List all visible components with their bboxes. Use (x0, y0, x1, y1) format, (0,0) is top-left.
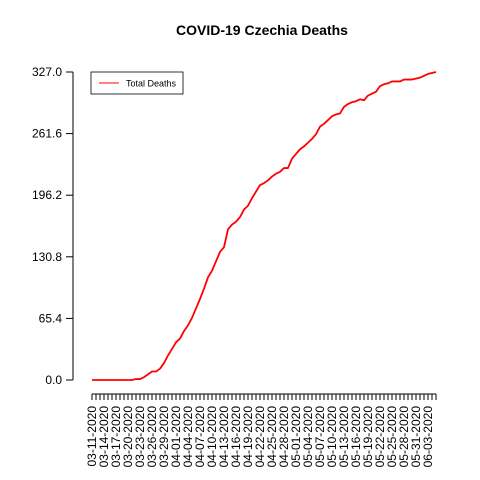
x-tick-label: 03-11-2020 (85, 406, 99, 467)
x-tick-label: 03-26-2020 (145, 406, 159, 468)
x-tick-label: 05-31-2020 (409, 406, 423, 468)
x-tick-label: 04-07-2020 (193, 406, 207, 468)
x-tick-label: 04-04-2020 (181, 406, 195, 468)
y-tick-label: 261.6 (32, 127, 62, 141)
x-tick-label: 05-19-2020 (361, 406, 375, 468)
legend-box (90, 71, 184, 95)
x-tick-label: 03-20-2020 (121, 406, 135, 468)
x-tick-label: 05-16-2020 (349, 406, 363, 468)
legend-label-total-deaths: Total Deaths (126, 79, 177, 89)
y-tick-label: 196.2 (32, 188, 62, 202)
x-tick-label: 05-01-2020 (289, 406, 303, 468)
x-tick-label: 04-22-2020 (253, 406, 267, 468)
x-axis: 03-11-202003-14-202003-17-202003-20-2020… (85, 393, 437, 468)
x-tick-label: 04-25-2020 (265, 406, 279, 468)
x-tick-label: 05-25-2020 (385, 406, 399, 468)
x-tick-label: 05-07-2020 (313, 406, 327, 468)
x-tick-label: 03-29-2020 (157, 406, 171, 468)
x-tick-label: 04-10-2020 (205, 406, 219, 468)
y-tick-label: 0.0 (45, 373, 62, 387)
y-axis: 0.0 65.4 130.8 196.2 261.6 327.0 (32, 65, 74, 387)
y-tick-label: 65.4 (39, 311, 63, 325)
x-tick-label: 03-23-2020 (133, 406, 147, 468)
x-tick-label: 03-14-2020 (97, 406, 111, 468)
x-tick-label: 04-19-2020 (241, 406, 255, 468)
x-tick-label: 04-16-2020 (229, 406, 243, 468)
series-line-total-deaths (92, 71, 437, 381)
x-tick-label: 05-28-2020 (397, 406, 411, 468)
x-tick-label: 05-10-2020 (325, 406, 339, 468)
x-tick-label: 06-03-2020 (421, 406, 435, 468)
x-tick-label: 03-17-2020 (109, 406, 123, 468)
x-tick-label: 04-28-2020 (277, 406, 291, 468)
series-layer (92, 71, 437, 381)
y-tick-label: 327.0 (32, 65, 62, 79)
chart-title: COVID-19 Czechia Deaths (176, 22, 348, 38)
x-tick-label: 05-13-2020 (337, 406, 351, 468)
x-tick-label: 05-04-2020 (301, 406, 315, 468)
x-tick-label: 04-01-2020 (169, 406, 183, 468)
legend: Total Deaths (90, 71, 184, 95)
x-tick-label: 05-22-2020 (373, 406, 387, 468)
x-tick-label: 04-13-2020 (217, 406, 231, 468)
y-tick-label: 130.8 (32, 250, 62, 264)
